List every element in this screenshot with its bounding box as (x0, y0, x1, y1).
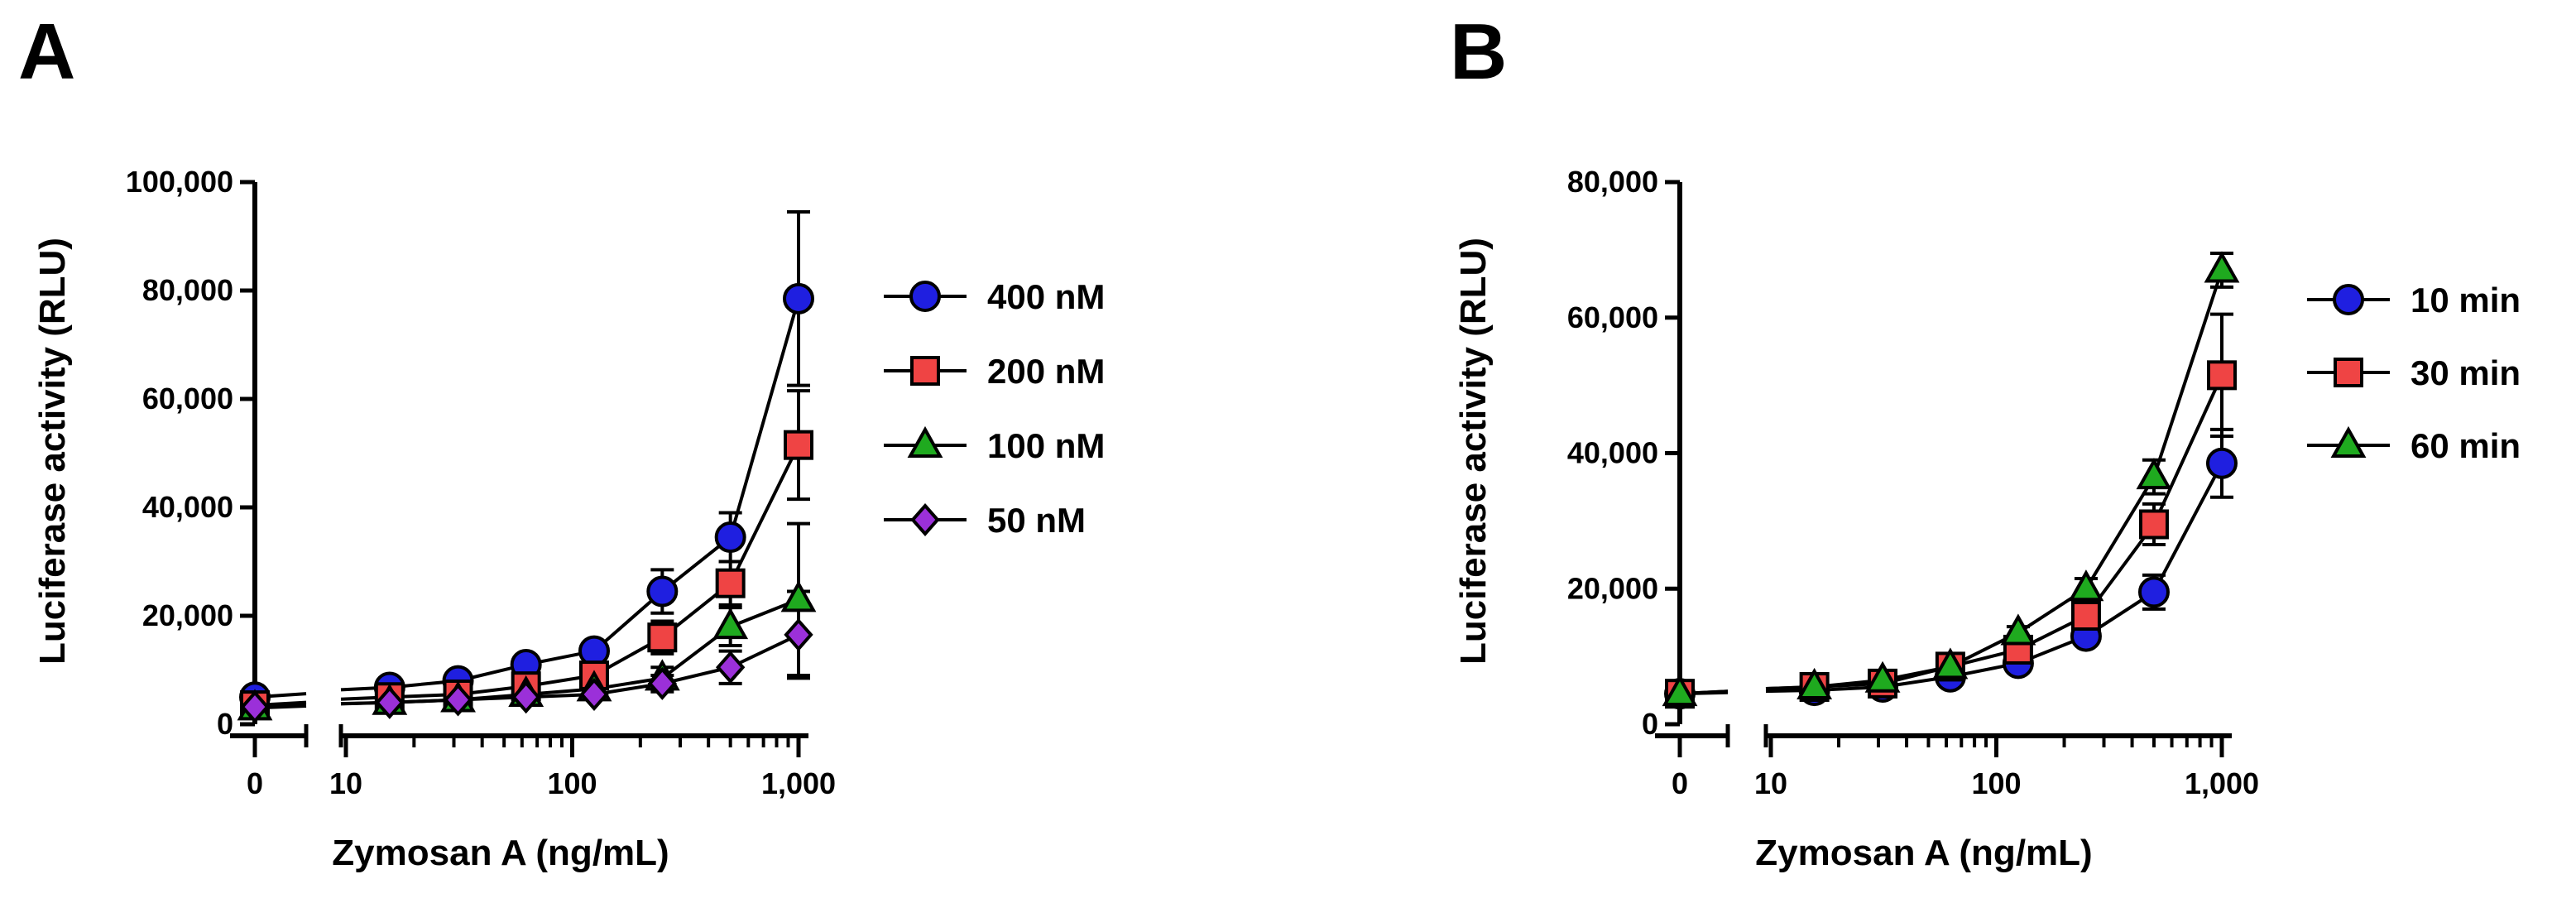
data-point-triangle (2000, 613, 2036, 646)
data-point-diamond (647, 666, 678, 700)
data-point-square (784, 430, 813, 460)
y-tick-label: 0 (217, 707, 233, 741)
data-point-triangle (2204, 251, 2240, 283)
legend-label: 60 min (2411, 426, 2521, 465)
series-lines-a (254, 298, 800, 710)
y-tick-label: 40,000 (1567, 436, 1658, 470)
data-point-circle (646, 575, 679, 608)
x-axis-label-b: Zymosan A (ng/mL) (1755, 833, 2092, 873)
data-point-square (715, 568, 746, 598)
legend-marker-square (910, 356, 940, 386)
x-tick-label: 10 (1754, 766, 1787, 800)
data-point-triangle (2136, 458, 2172, 490)
legend-marker-triangle (2330, 425, 2367, 458)
y-tick-label: 40,000 (142, 490, 233, 524)
y-tick-label: 80,000 (1567, 165, 1658, 199)
y-tick-label: 60,000 (1567, 300, 1658, 334)
data-point-triangle (780, 580, 817, 612)
panel-b: B Luciferase activity (RLU) Zymosan A (n… (1450, 7, 2521, 873)
legend-marker-circle (2333, 284, 2364, 315)
data-point-triangle (1864, 660, 1901, 693)
legend-marker-diamond (910, 502, 940, 537)
axes-a: 0 20,000 40,000 60,000 80,000 100,000 0 10 100 1,… (126, 165, 836, 800)
panel-label-b: B (1450, 7, 1507, 96)
data-point-circle (2206, 447, 2238, 479)
markers-b (1662, 251, 2240, 710)
markers-a (237, 282, 817, 724)
x-axis-label-a: Zymosan A (ng/mL) (332, 833, 669, 873)
legend-label: 50 nM (987, 501, 1086, 540)
x-tick-label: 1,000 (761, 766, 836, 800)
legend-marker-triangle (907, 425, 943, 458)
y-tick-label: 0 (1642, 707, 1658, 741)
legend-label: 400 nM (987, 277, 1105, 316)
data-point-triangle (1662, 675, 1698, 707)
panel-label-a: A (18, 7, 75, 96)
y-axis-label-a: Luciferase activity (RLU) (32, 238, 73, 665)
data-point-square (2138, 509, 2169, 540)
legend-a: 400 nM 200 nM 100 nM 50 nM (884, 277, 1105, 540)
data-point-circle (783, 282, 814, 315)
x-tick-label: 100 (1971, 766, 2021, 800)
panel-a: A Luciferase activity (RLU) Zymosan A (n… (18, 7, 1105, 873)
data-point-triangle (1796, 667, 1833, 699)
legend-marker-square (2334, 358, 2363, 387)
data-point-diamond (511, 680, 541, 714)
data-point-diamond (716, 651, 746, 684)
data-point-diamond (784, 617, 813, 651)
x-tick-label: 1,000 (2185, 766, 2259, 800)
x-tick-label: 0 (247, 766, 263, 800)
y-tick-label: 100,000 (126, 165, 233, 199)
legend-marker-circle (909, 281, 941, 312)
legend-label: 10 min (2411, 281, 2521, 319)
axes-b: 0 20,000 40,000 60,000 80,000 0 10 100 1,000 (1567, 165, 2259, 800)
data-point-square (647, 622, 678, 653)
y-tick-label: 80,000 (142, 273, 233, 307)
x-tick-label: 0 (1672, 766, 1688, 800)
legend-label: 30 min (2411, 353, 2521, 392)
data-point-triangle (712, 608, 749, 640)
y-tick-label: 20,000 (1567, 571, 1658, 605)
data-point-diamond (443, 683, 473, 717)
data-point-circle (2137, 576, 2170, 608)
y-axis-label-b: Luciferase activity (RLU) (1453, 238, 1494, 665)
y-tick-label: 20,000 (142, 598, 233, 632)
legend-label: 200 nM (987, 352, 1105, 391)
data-point-square (2207, 360, 2237, 391)
legend-label: 100 nM (987, 426, 1105, 465)
data-point-triangle (2068, 569, 2104, 602)
data-point-diamond (375, 685, 405, 719)
y-tick-label: 60,000 (142, 382, 233, 415)
data-point-diamond (240, 690, 270, 724)
data-point-square (2070, 601, 2101, 631)
data-point-circle (714, 521, 746, 554)
x-tick-label: 10 (329, 766, 362, 800)
data-point-diamond (579, 677, 609, 711)
x-tick-label: 100 (547, 766, 597, 800)
data-point-triangle (1932, 647, 1969, 680)
legend-b: 10 min 30 min 60 min (2307, 281, 2521, 465)
